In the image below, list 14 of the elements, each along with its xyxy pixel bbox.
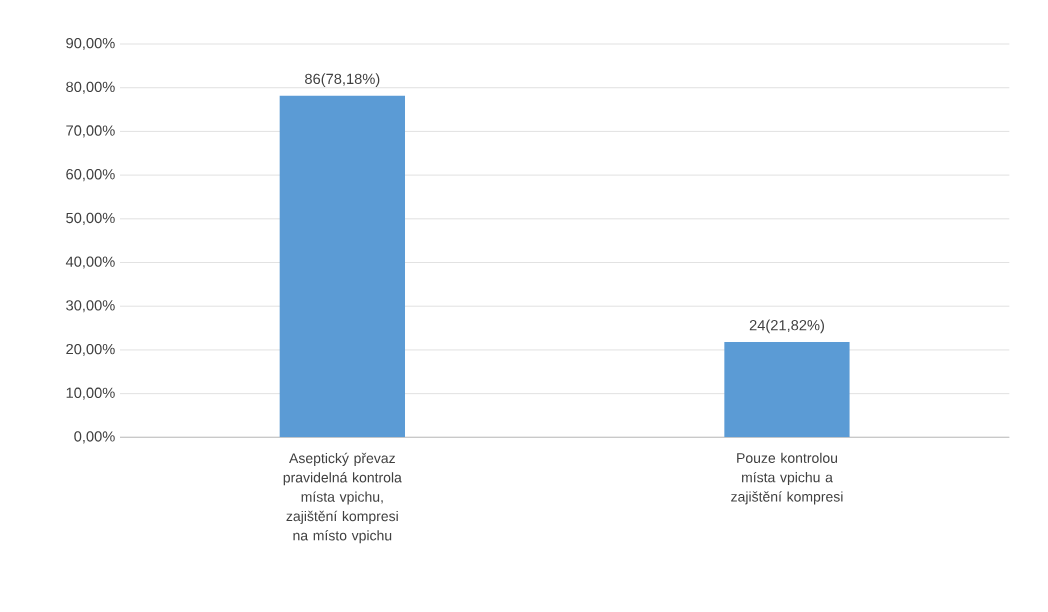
y-tick-label: 80,00% <box>66 81 115 94</box>
y-tick-label: 70,00% <box>66 125 115 138</box>
data-label: 24(21,82%) <box>749 319 824 334</box>
x-tick-label: Aseptický převaz pravidelná kontrola místa vpichu, zajištění kompresi na místo vpichu <box>283 452 402 544</box>
y-tick-label: 90,00% <box>66 37 115 51</box>
y-tick-label: 0,00% <box>74 431 115 444</box>
x-tick-label: Pouze kontrolou místa vpichu a zajištění kompresi <box>731 452 843 505</box>
y-tick-label: 60,00% <box>66 169 115 182</box>
y-tick-label: 40,00% <box>65 256 115 269</box>
y-tick-label: 30,00% <box>66 300 115 313</box>
y-tick-label: 20,00% <box>66 343 115 356</box>
data-label: 86(78,18%) <box>305 73 380 87</box>
y-tick-label: 10,00% <box>66 387 115 400</box>
y-tick-label: 50,00% <box>66 212 115 225</box>
